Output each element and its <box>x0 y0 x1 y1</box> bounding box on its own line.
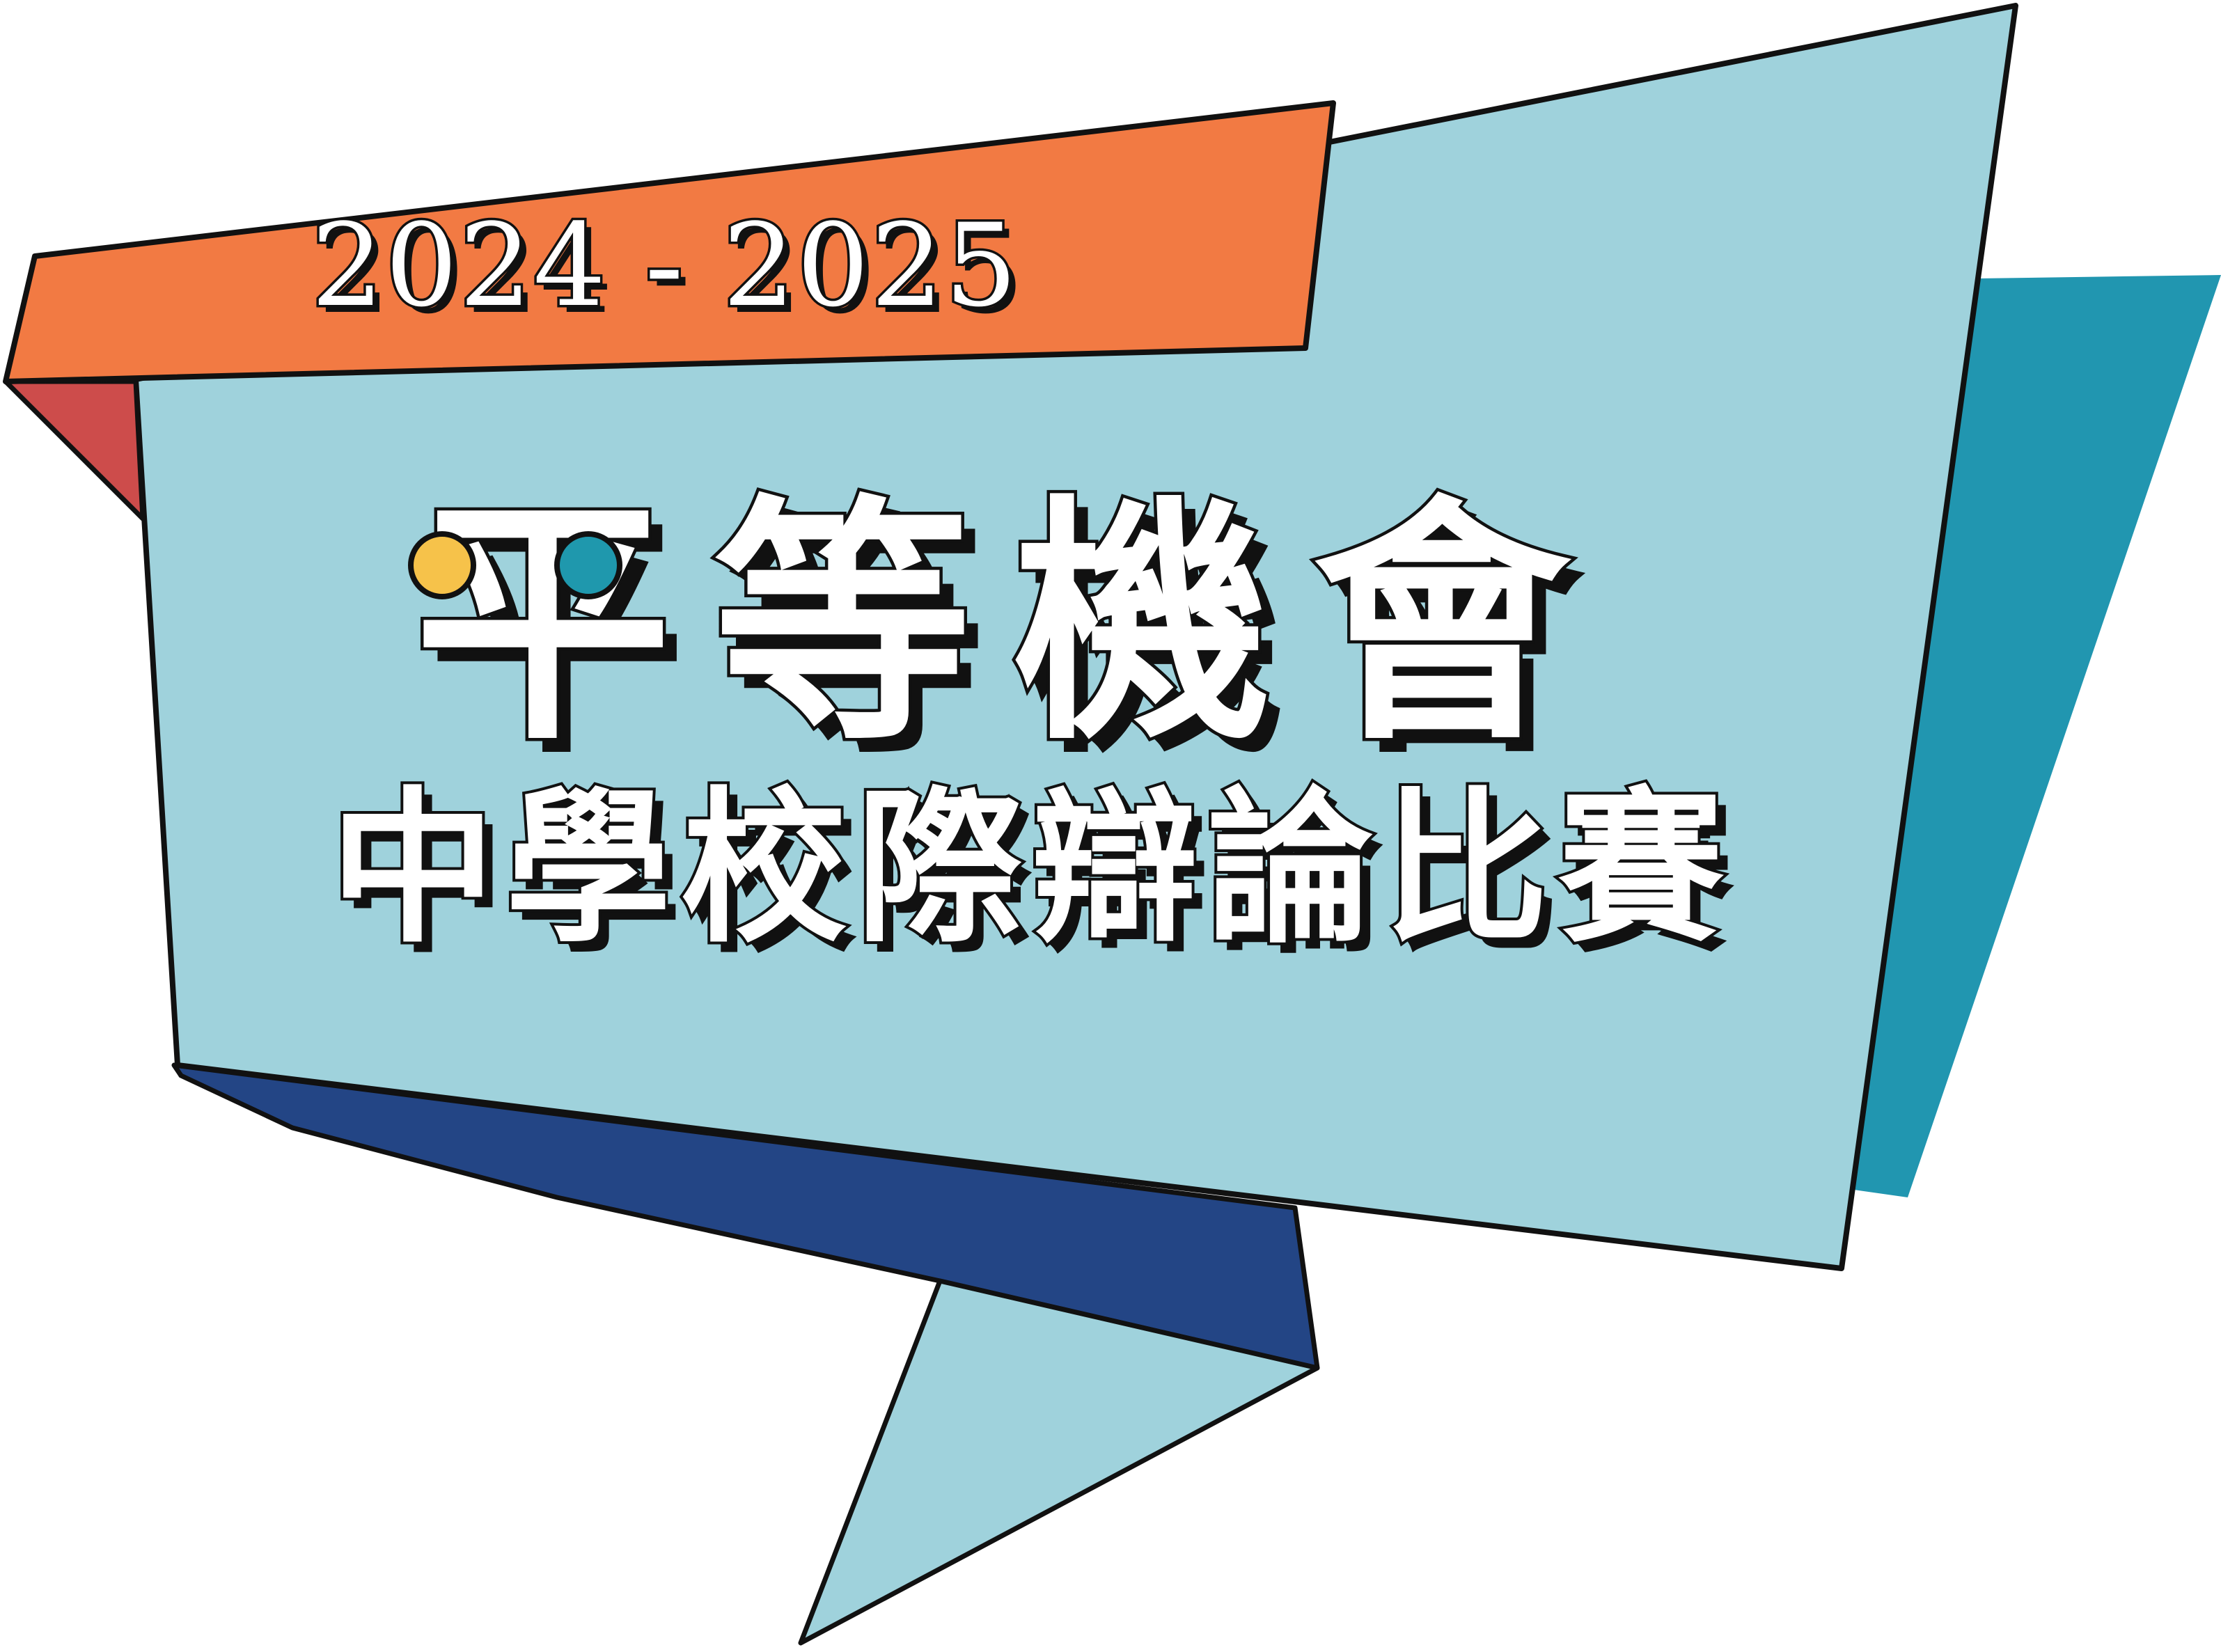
main-title: 平等機會 <box>414 475 1612 775</box>
yellow-dot-icon <box>408 531 476 599</box>
subtitle: 中學校際辯論比賽 <box>330 773 1734 966</box>
speech-bubble-tail <box>798 1278 1320 1646</box>
back-teal-panel <box>1810 275 2221 1197</box>
navy-fold-shape <box>171 1062 1320 1371</box>
year-range-label: 2024 - 2025 <box>311 199 1019 332</box>
year-range-shadow: 2024 - 2025 <box>318 206 1026 339</box>
year-ribbon <box>3 100 1336 384</box>
subtitle-shadow: 中學校際辯論比賽 <box>340 783 1744 976</box>
red-fold-shape <box>3 379 146 521</box>
teal-dot-icon <box>554 531 622 599</box>
title-shadow: 平等機會 <box>428 489 1626 789</box>
